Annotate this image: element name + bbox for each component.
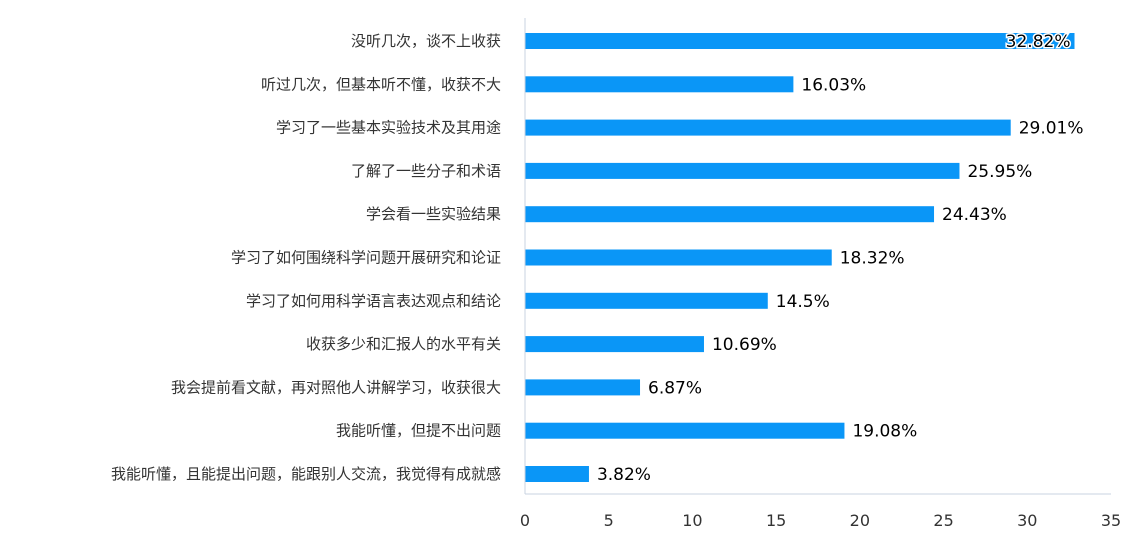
category-label: 学习了如何用科学语言表达观点和结论: [246, 292, 501, 310]
data-label: 19.08%: [852, 422, 917, 442]
x-tick-labels: 0 5 10 15 20 25 30 35: [520, 511, 1121, 530]
bar: [525, 422, 845, 439]
data-label: 29.01%: [1019, 119, 1084, 139]
category-label: 收获多少和汇报人的水平有关: [306, 335, 501, 353]
category-label: 学习了如何围绕科学问题开展研究和论证: [231, 249, 501, 267]
category-label: 我能听懂，但提不出问题: [336, 422, 501, 440]
category-label: 学会看一些实验结果: [366, 205, 501, 223]
data-label: 16.03%: [801, 75, 866, 95]
x-tick-label: 25: [933, 511, 953, 530]
bar: [525, 379, 641, 396]
x-tick-label: 0: [520, 511, 530, 530]
category-label: 学习了一些基本实验技术及其用途: [276, 119, 501, 137]
data-label: 3.82%: [597, 465, 651, 485]
data-label: 18.32%: [840, 249, 905, 269]
data-label: 6.87%: [648, 378, 702, 398]
bar: [525, 162, 960, 179]
bar: [525, 466, 589, 482]
axes: [524, 18, 1111, 495]
category-label: 了解了一些分子和术语: [351, 162, 501, 180]
bar: [525, 33, 1075, 49]
bar: [525, 76, 794, 93]
category-label: 我能听懂，且能提出问题，能跟别人交流，我觉得有成就感: [111, 465, 501, 483]
x-tick-label: 5: [604, 511, 614, 530]
data-labels: 32.82% 16.03% 29.01% 25.95% 24.43% 18.32% 14.5…: [597, 31, 1084, 486]
category-label: 没听几次，谈不上收获: [351, 32, 501, 50]
bar: [525, 206, 935, 223]
data-label: 10.69%: [712, 335, 777, 355]
data-label: 25.95%: [967, 162, 1032, 182]
x-tick-label: 20: [850, 511, 870, 530]
category-label: 听过几次，但基本听不懂，收获不大: [261, 75, 501, 93]
data-label: 14.5%: [776, 292, 830, 312]
bar: [525, 336, 704, 353]
x-tick-label: 15: [766, 511, 786, 530]
x-tick-label: 35: [1101, 511, 1121, 530]
bar: [525, 249, 832, 266]
data-label: 24.43%: [942, 205, 1007, 225]
x-tick-label: 10: [682, 511, 702, 530]
bar: [525, 119, 1011, 136]
bars-layer: [525, 33, 1075, 482]
category-labels: 没听几次，谈不上收获听过几次，但基本听不懂，收获不大学习了一些基本实验技术及其用…: [111, 32, 501, 483]
bar: [525, 292, 768, 309]
x-tick-label: 30: [1017, 511, 1037, 530]
data-label: 32.82%: [1006, 32, 1071, 52]
category-label: 我会提前看文献，再对照他人讲解学习，收获很大: [171, 378, 501, 396]
